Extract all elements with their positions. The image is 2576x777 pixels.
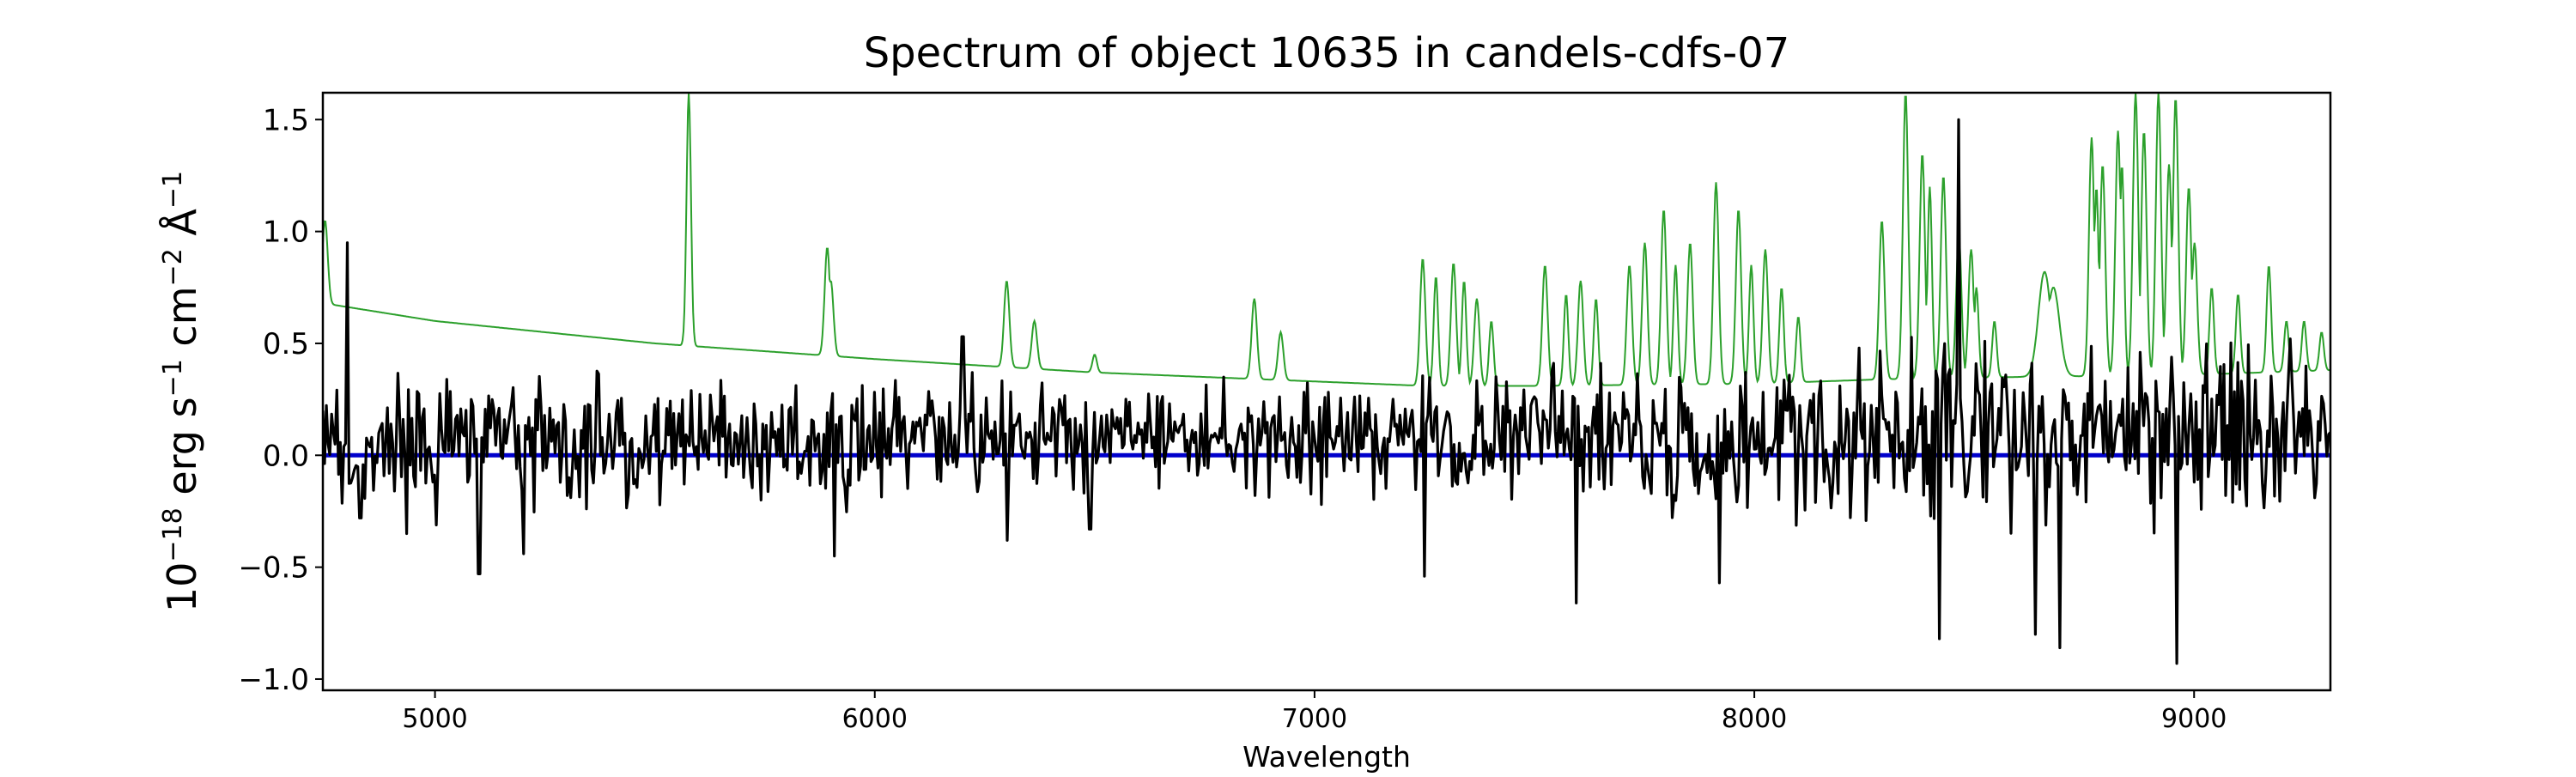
y-axis-ticks: −1.0 −0.5 0.0 0.5 1.0 1.5 bbox=[238, 103, 323, 697]
y-label-exp-flux: −18 bbox=[158, 507, 188, 562]
x-tick-label: 6000 bbox=[842, 704, 908, 734]
y-label-base-10: 10 bbox=[159, 562, 205, 613]
y-label-unit-cm: cm bbox=[159, 286, 205, 359]
y-tick-label: −1.0 bbox=[238, 663, 309, 697]
y-label-exp-s: −1 bbox=[158, 359, 188, 397]
y-tick-label: 1.0 bbox=[263, 215, 309, 250]
y-tick-label: 1.5 bbox=[263, 103, 309, 137]
x-tick-label: 7000 bbox=[1282, 704, 1347, 734]
x-axis-label: Wavelength bbox=[1242, 740, 1411, 773]
chart-title: Spectrum of object 10635 in candels-cdfs… bbox=[864, 29, 1790, 77]
y-tick-label: 0.5 bbox=[263, 327, 309, 361]
y-tick-label: 0.0 bbox=[263, 439, 309, 473]
x-tick-label: 8000 bbox=[1722, 704, 1787, 734]
y-label-exp-cm: −2 bbox=[158, 248, 188, 286]
y-axis-label: 10−18 erg s−1 cm−2 Å−1 bbox=[158, 171, 206, 612]
plot-frame bbox=[321, 91, 2332, 692]
x-axis-ticks: 5000 6000 7000 8000 9000 bbox=[402, 690, 2227, 734]
flux-spectrum-line bbox=[323, 118, 2330, 665]
plot-series-layer bbox=[323, 93, 2330, 665]
y-label-unit-erg-s: erg s bbox=[159, 397, 205, 507]
x-tick-label: 9000 bbox=[2161, 704, 2227, 734]
y-label-exp-angstrom: −1 bbox=[158, 171, 188, 209]
x-tick-label: 5000 bbox=[402, 704, 467, 734]
y-label-unit-angstrom: Å bbox=[159, 209, 205, 249]
y-tick-label: −0.5 bbox=[238, 551, 309, 586]
noise-spectrum-line bbox=[323, 93, 2330, 387]
